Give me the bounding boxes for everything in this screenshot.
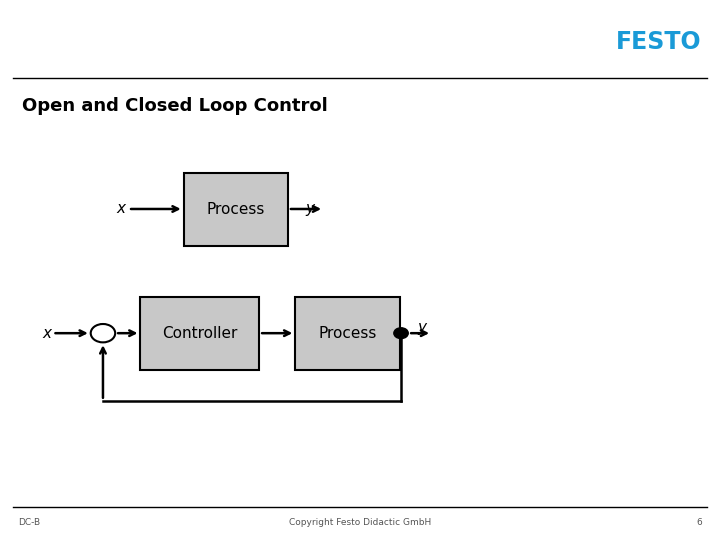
Circle shape — [394, 328, 408, 339]
Bar — [295, 297, 400, 370]
Text: x: x — [42, 326, 51, 341]
Circle shape — [91, 324, 115, 342]
Text: y: y — [305, 201, 314, 217]
Text: Process: Process — [318, 326, 377, 341]
Text: Process: Process — [207, 202, 265, 217]
Text: Copyright Festo Didactic GmbH: Copyright Festo Didactic GmbH — [289, 518, 431, 526]
Bar — [140, 297, 259, 370]
Text: DC-B: DC-B — [18, 518, 40, 526]
Text: y: y — [418, 320, 426, 335]
Bar — [184, 173, 288, 246]
Text: x: x — [117, 201, 125, 217]
Text: Open and Closed Loop Control: Open and Closed Loop Control — [22, 97, 328, 115]
Text: Controller: Controller — [162, 326, 238, 341]
Text: 6: 6 — [696, 518, 702, 526]
Text: FESTO: FESTO — [616, 30, 702, 53]
